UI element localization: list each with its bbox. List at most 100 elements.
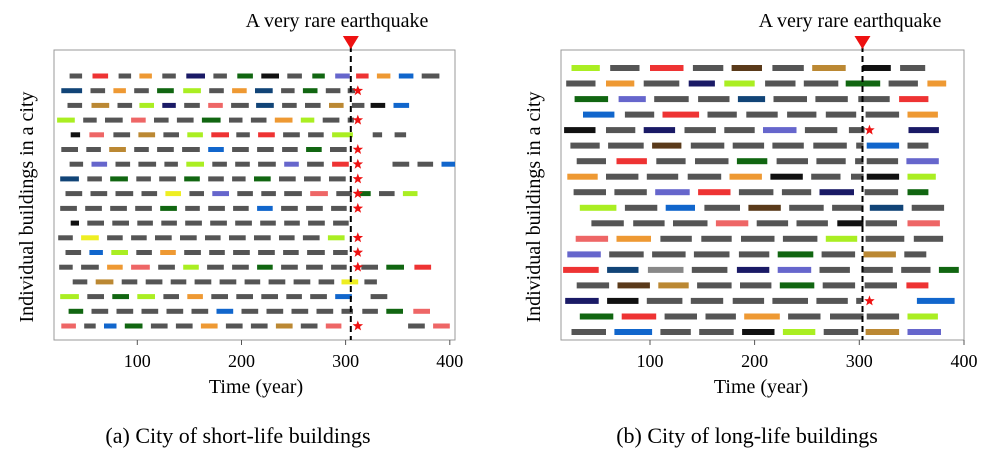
building-lifespan-bar [305, 102, 321, 108]
building-lifespan-bar [911, 204, 945, 211]
building-lifespan-bar [69, 161, 84, 167]
building-lifespan-bar [732, 297, 765, 304]
building-lifespan-bar [608, 142, 644, 149]
building-lifespan-bar [187, 132, 203, 138]
building-lifespan-bar [291, 308, 309, 314]
building-lifespan-bar [732, 142, 765, 149]
building-lifespan-bar [117, 102, 133, 108]
building-lifespan-bar [327, 235, 345, 241]
building-lifespan-bar [704, 204, 740, 211]
panel-b-caption: (b) City of long-life buildings [616, 423, 878, 448]
building-lifespan-bar [208, 102, 223, 108]
building-lifespan-bar [398, 73, 414, 79]
building-lifespan-bar [386, 308, 403, 314]
collapse-star-icon [352, 232, 364, 243]
building-lifespan-bar [866, 173, 900, 180]
building-lifespan-bar [856, 297, 862, 304]
building-lifespan-bar [336, 191, 352, 197]
building-lifespan-bar [189, 191, 204, 197]
building-lifespan-bar [724, 127, 755, 134]
building-lifespan-bar [159, 176, 176, 182]
building-lifespan-bar [565, 297, 599, 304]
building-lifespan-bar [139, 73, 152, 79]
building-lifespan-bar [170, 279, 187, 285]
building-lifespan-bar [624, 111, 655, 118]
building-lifespan-bar [329, 176, 346, 182]
building-lifespan-bar [135, 205, 152, 211]
building-lifespan-bar [907, 329, 941, 335]
collapse-star-icon [352, 144, 364, 154]
building-lifespan-bar [624, 204, 658, 211]
building-lifespan-bar [89, 250, 103, 255]
collapse-star-icon [352, 114, 364, 125]
building-lifespan-bar [583, 111, 615, 118]
panel-b-long-life: A very rare earthquake 100 200 300 400 Time… [523, 10, 978, 448]
building-lifespan-bar [69, 73, 83, 79]
building-lifespan-bar [333, 220, 349, 226]
building-lifespan-bar [211, 294, 228, 300]
building-lifespan-bar [332, 161, 349, 167]
building-lifespan-bar [109, 147, 126, 152]
building-lifespan-bar [87, 176, 102, 182]
building-lifespan-bar [266, 308, 284, 314]
building-lifespan-bar [715, 220, 749, 227]
building-lifespan-bar [110, 205, 127, 211]
building-lifespan-bar [105, 117, 123, 123]
building-lifespan-bar [563, 266, 599, 273]
collapse-star-icon [352, 247, 364, 257]
building-lifespan-bar [282, 147, 298, 152]
building-lifespan-bar [92, 73, 109, 79]
building-lifespan-bar [208, 147, 224, 152]
building-lifespan-bar [673, 220, 708, 227]
building-lifespan-bar [837, 220, 864, 227]
building-lifespan-bar [59, 264, 73, 270]
building-lifespan-bar [316, 308, 334, 314]
building-lifespan-bar [209, 250, 225, 255]
building-lifespan-bar [237, 191, 253, 197]
building-lifespan-bar [164, 161, 178, 167]
building-lifespan-bar [187, 294, 203, 300]
building-lifespan-bar [614, 329, 653, 335]
panel-b-earthquake-marker [854, 36, 871, 49]
building-lifespan-bar [61, 147, 78, 152]
building-lifespan-bar [907, 111, 938, 118]
building-lifespan-bar [904, 251, 927, 258]
building-lifespan-bar [417, 161, 434, 167]
building-lifespan-bar [284, 220, 300, 226]
building-lifespan-bar [207, 264, 224, 270]
building-lifespan-bar [379, 191, 395, 197]
building-lifespan-bar [58, 235, 73, 241]
x-tick-label: 200 [228, 351, 255, 371]
building-lifespan-bar [232, 147, 249, 152]
building-lifespan-bar [116, 308, 134, 314]
building-lifespan-bar [772, 65, 804, 71]
building-lifespan-bar [279, 235, 295, 241]
building-lifespan-bar [574, 96, 609, 103]
building-lifespan-bar [610, 65, 640, 71]
building-lifespan-bar [121, 279, 138, 285]
panel-b-x-ticks: 100 200 300 400 [637, 340, 978, 371]
building-lifespan-bar [184, 102, 200, 108]
building-lifespan-bar [567, 173, 598, 180]
building-lifespan-bar [567, 251, 601, 258]
building-lifespan-bar [330, 147, 347, 152]
building-lifespan-bar [68, 308, 84, 314]
building-lifespan-bar [136, 250, 152, 255]
building-lifespan-bar [112, 294, 129, 300]
building-lifespan-bar [325, 323, 342, 329]
building-lifespan-bar [359, 191, 371, 197]
building-lifespan-bar [815, 96, 848, 103]
building-lifespan-bar [606, 127, 636, 134]
building-lifespan-bar [665, 204, 695, 211]
building-lifespan-bar [107, 235, 123, 241]
building-lifespan-bar [186, 161, 204, 167]
building-lifespan-bar [185, 205, 200, 211]
building-lifespan-bar [115, 161, 131, 167]
building-lifespan-bar [137, 294, 155, 300]
building-lifespan-bar [300, 323, 318, 329]
building-lifespan-bar [208, 205, 225, 211]
building-lifespan-bar [91, 102, 110, 108]
building-lifespan-bar [275, 323, 293, 329]
building-lifespan-bar [851, 173, 864, 180]
building-lifespan-bar [660, 235, 692, 242]
